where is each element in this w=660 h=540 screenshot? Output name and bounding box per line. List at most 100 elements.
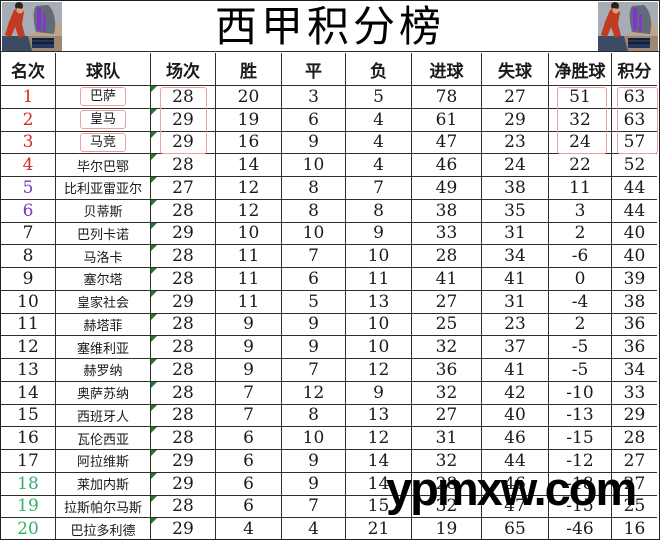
stat-cell: 28 [151,381,216,405]
stat-cell: 10 [282,154,346,177]
stat-cell: 11 [346,268,412,291]
stat-cell: 7 [282,495,346,519]
stat-cell: 9 [216,359,282,382]
stat-cell: 33 [612,382,657,405]
stat-cell: 10 [282,222,346,246]
stat-cell: 28 [151,268,216,291]
stat-cell: 40 [482,404,549,428]
stat-cell: 28 [412,472,482,496]
stat-cell: 41 [412,268,482,291]
stat-cell: 8 [282,199,346,223]
stat-cell: 4 [216,518,282,539]
stat-cell: 27 [412,404,482,428]
stat-cell: 11 [216,290,282,314]
rank-cell: 7 [1,222,56,246]
stat-cell: 41 [482,268,549,291]
stat-cell: 51 [549,86,612,109]
table-row: 17 阿拉维斯 29 6 9 14 32 44 -12 27 [1,450,659,473]
stat-cell: 61 [412,108,482,132]
rank-cell: 16 [1,427,56,450]
stat-cell: 28 [151,86,216,109]
cell-flag-triangle-icon [151,245,157,252]
rank-cell: 10 [1,290,56,314]
cell-flag-triangle-icon [151,359,157,365]
stat-cell: 8 [282,404,346,428]
team-cell: 拉斯帕尔马斯 [56,495,151,519]
stat-cell: 40 [612,245,657,268]
team-cell: 阿拉维斯 [56,450,151,473]
stat-cell: 32 [412,336,482,359]
stat-cell: 37 [482,336,549,359]
stat-cell: 8 [346,199,412,223]
stat-cell: 42 [482,381,549,405]
stat-cell: 40 [612,223,657,246]
cell-flag-triangle-icon [151,290,157,297]
stat-cell: 6 [216,472,282,496]
team-cell: 塞尔塔 [56,268,151,291]
team-cell: 马竞 [56,131,151,155]
team-cell: 比利亚雷亚尔 [56,177,151,200]
stat-cell: 39 [612,268,657,291]
rank-cell: 13 [1,359,56,382]
rank-cell: 18 [1,472,56,496]
stat-cell: 23 [482,313,549,337]
team-cell: 巴列卡诺 [56,222,151,246]
table-body: 1 巴萨 28 20 3 5 78 27 51 63 2 皇马 29 19 6 4 61 29 32 63 3 马竞 29 1… [1,86,659,539]
stat-cell: 29 [151,222,216,246]
stat-cell: 63 [612,109,657,132]
rank-cell: 5 [1,177,56,200]
team-cell: 瓦伦西亚 [56,427,151,450]
stat-cell: 32 [412,495,482,519]
team-cell: 赫罗纳 [56,359,151,382]
stat-cell: 28 [151,495,216,519]
stat-cell: 31 [412,427,482,450]
players-illustration-icon [598,2,658,51]
table-row: 1 巴萨 28 20 3 5 78 27 51 63 [1,86,659,109]
stat-cell: 6 [216,427,282,450]
stat-cell: 36 [612,336,657,359]
stat-cell: 24 [549,131,612,155]
team-highlight-box: 巴萨 [79,87,126,107]
rank-cell: 9 [1,268,56,291]
stat-cell: 9 [282,313,346,337]
rank-cell: 14 [1,381,56,405]
stat-cell: 78 [412,86,482,109]
stat-cell: 32 [549,108,612,132]
title-bar: 西甲积分榜 [1,1,659,52]
cell-flag-triangle-icon [151,108,157,115]
stat-cell: 4 [346,131,412,155]
watermark: ypmxw.com [386,462,637,515]
stat-cell: 29 [612,405,657,428]
column-header-9: 净胜球 [549,53,612,86]
rank-cell: 15 [1,404,56,428]
stat-cell: 28 [151,245,216,268]
stat-cell: 28 [151,359,216,382]
stat-cell: 5 [346,86,412,109]
table-row: 20 巴拉多利德 29 4 4 21 19 65 -46 16 [1,518,659,539]
team-cell: 奥萨苏纳 [56,381,151,405]
team-highlight-box: 皇马 [79,110,126,130]
header-row: 名次 球队 场次胜平负进球 失球 净胜球 积分 [1,53,659,86]
stat-cell: -46 [549,518,612,539]
stat-cell: -15 [549,495,612,519]
stat-cell: 29 [151,472,216,496]
table-row: 12 塞维利亚 28 9 9 10 32 37 -5 36 [1,336,659,359]
cell-flag-triangle-icon [151,336,157,343]
stat-cell: 21 [346,518,412,539]
stat-cell: 9 [282,131,346,155]
stat-cell: 12 [282,381,346,405]
team-cell: 皇马 [56,108,151,132]
stat-cell: 12 [346,359,412,382]
stat-cell: -12 [549,450,612,473]
cell-flag-triangle-icon [151,268,157,274]
stat-cell: 31 [482,290,549,314]
stat-cell: 44 [482,450,549,473]
stat-cell: 36 [412,359,482,382]
stat-cell: 10 [216,222,282,246]
column-header-3: 场次 [151,53,216,86]
stat-cell: 6 [216,495,282,519]
corner-image-right [598,2,658,51]
stat-cell: 38 [612,291,657,314]
cell-flag-triangle-icon [151,222,157,229]
rank-cell: 4 [1,154,56,177]
